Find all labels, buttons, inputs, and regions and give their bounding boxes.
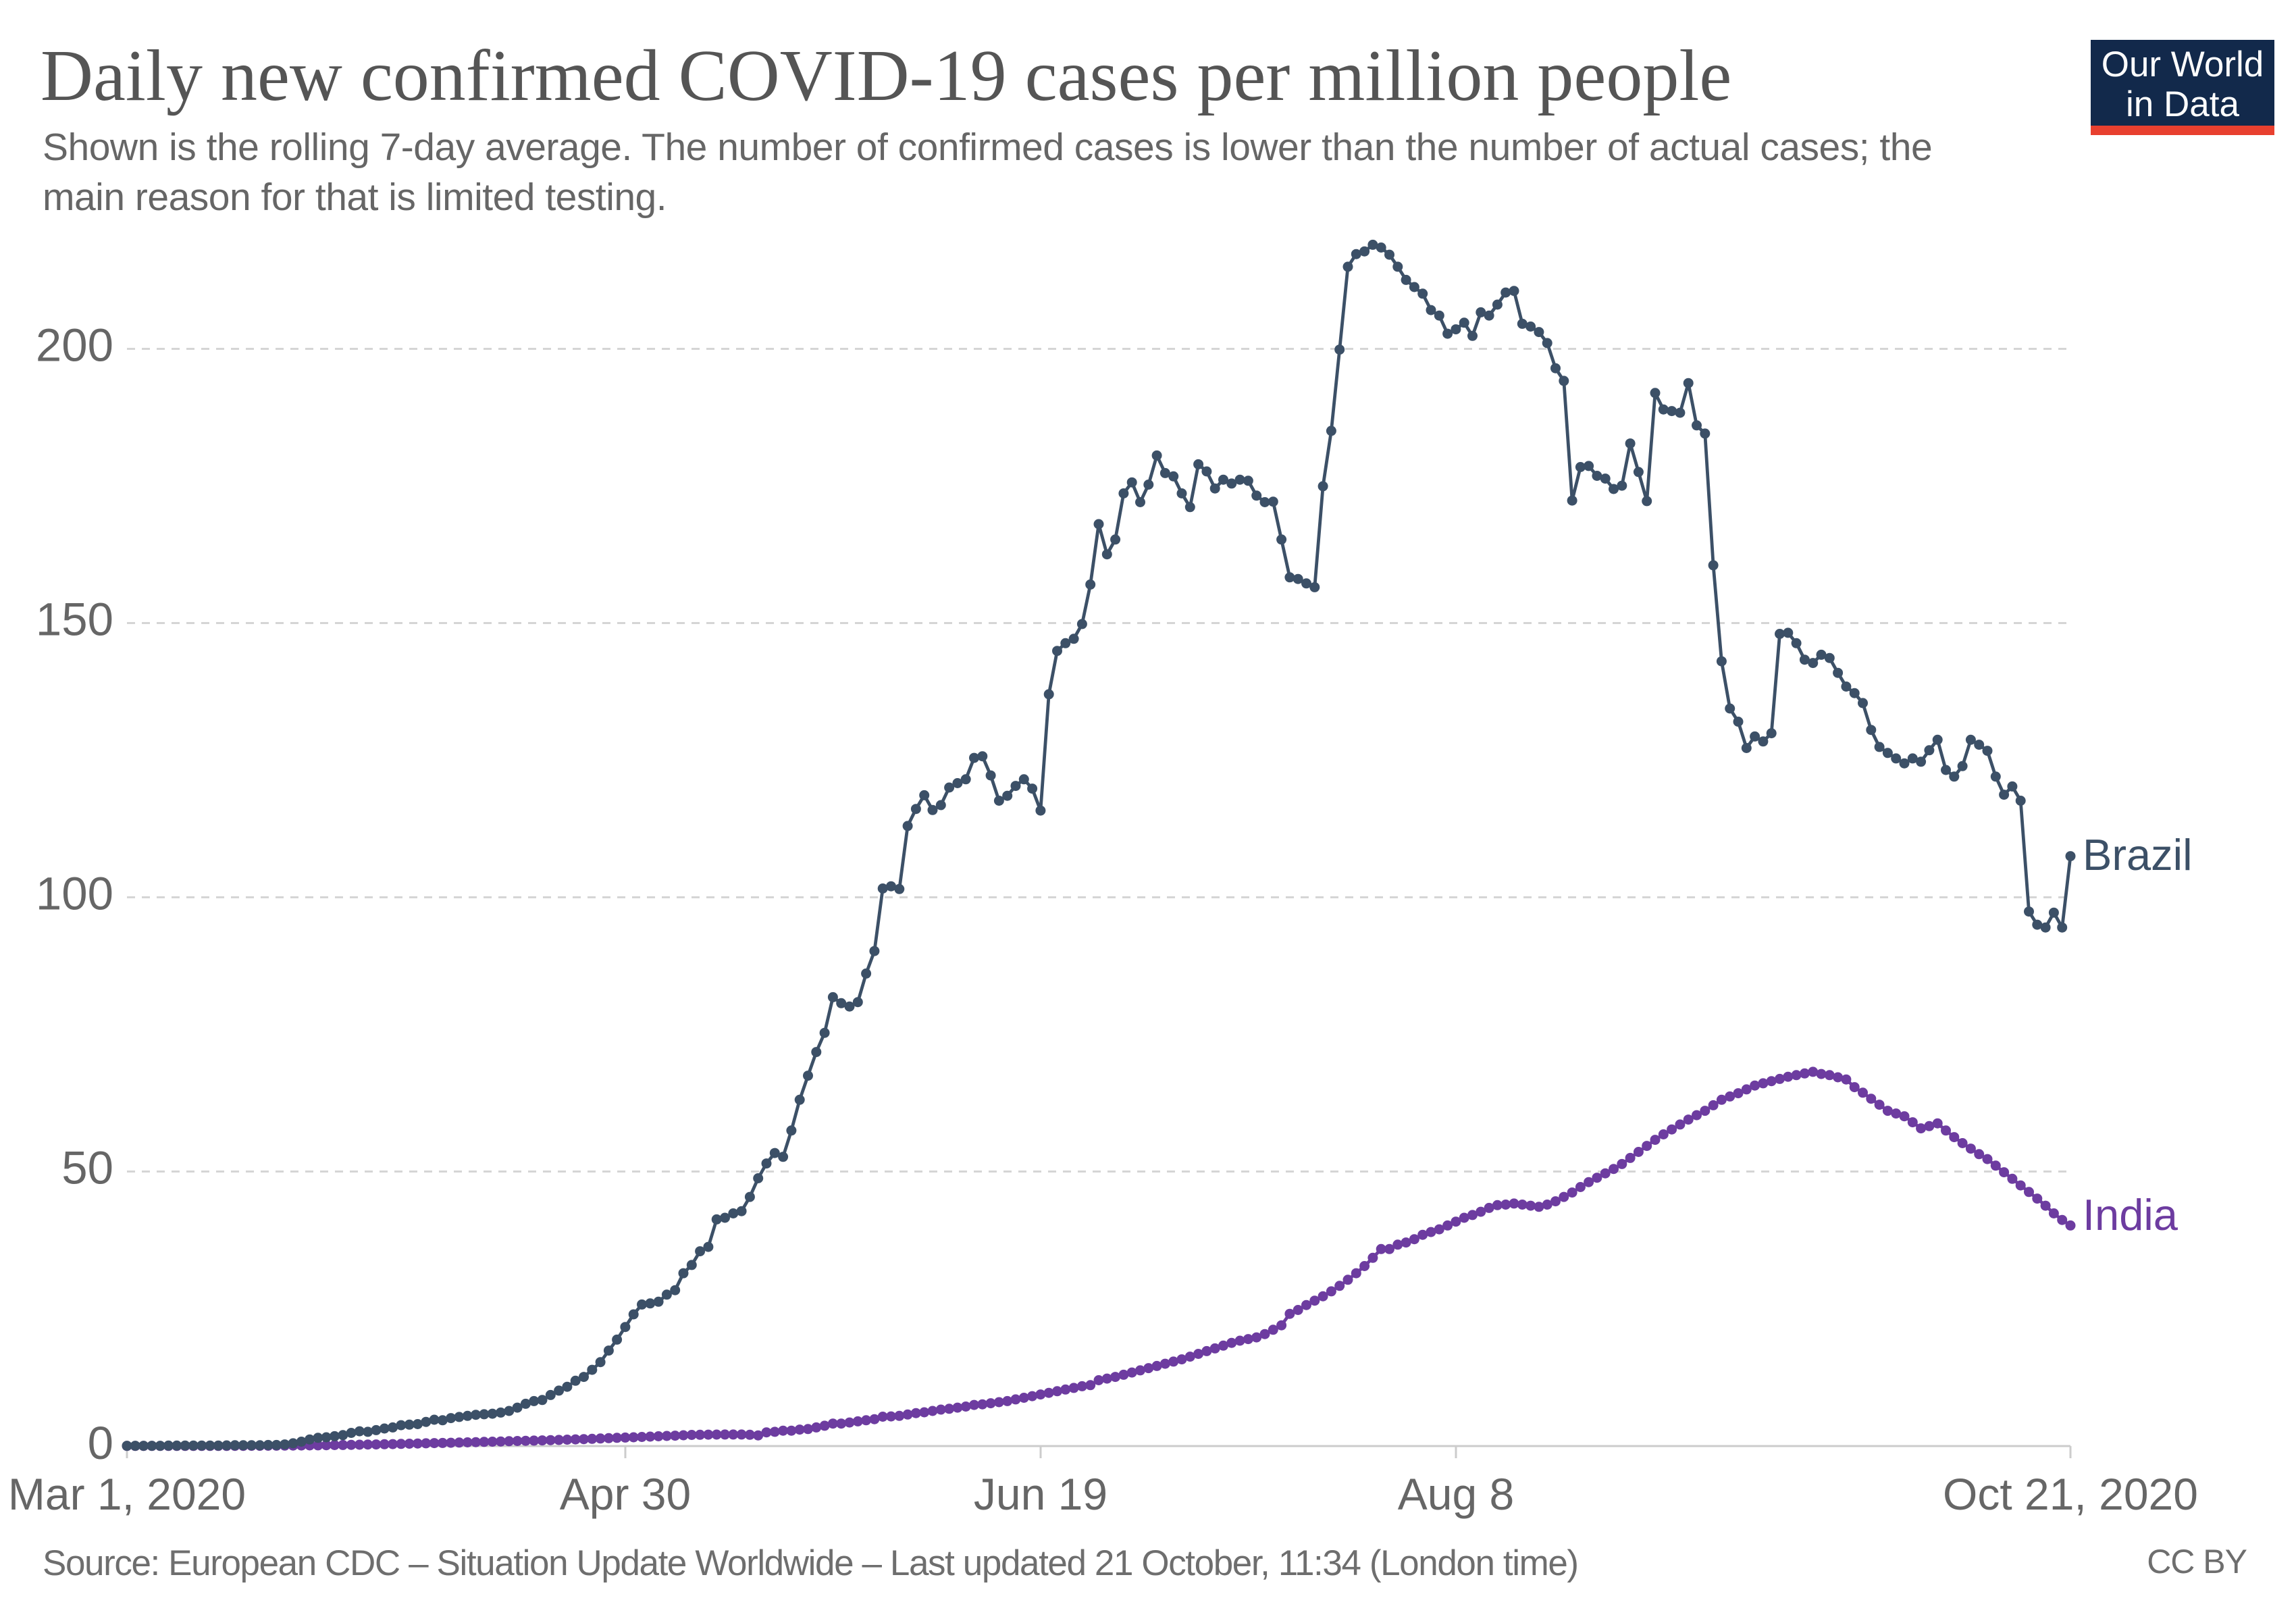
svg-text:Jun 19: Jun 19	[974, 1469, 1107, 1519]
svg-text:in Data: in Data	[2126, 84, 2239, 124]
svg-text:Daily new confirmed COVID-19 c: Daily new confirmed COVID-19 cases per m…	[41, 36, 1731, 116]
svg-text:50: 50	[61, 1142, 113, 1194]
svg-text:100: 100	[36, 868, 113, 920]
svg-text:Shown is the rolling 7-day ave: Shown is the rolling 7-day average. The …	[43, 126, 1932, 169]
svg-text:main reason for that is limite: main reason for that is limited testing.	[43, 176, 667, 219]
svg-text:Brazil: Brazil	[2083, 830, 2193, 879]
svg-text:India: India	[2083, 1190, 2178, 1239]
svg-text:CC BY: CC BY	[2147, 1543, 2247, 1580]
svg-text:Mar 1, 2020: Mar 1, 2020	[8, 1469, 246, 1519]
svg-text:Apr 30: Apr 30	[560, 1469, 691, 1519]
svg-text:150: 150	[36, 594, 113, 646]
svg-text:Our World: Our World	[2102, 45, 2264, 84]
svg-text:0: 0	[88, 1417, 113, 1469]
svg-text:Aug 8: Aug 8	[1398, 1469, 1514, 1519]
svg-text:Source: European CDC – Situati: Source: European CDC – Situation Update …	[43, 1543, 1578, 1583]
svg-text:Oct 21, 2020: Oct 21, 2020	[1943, 1469, 2198, 1519]
svg-text:200: 200	[36, 319, 113, 371]
